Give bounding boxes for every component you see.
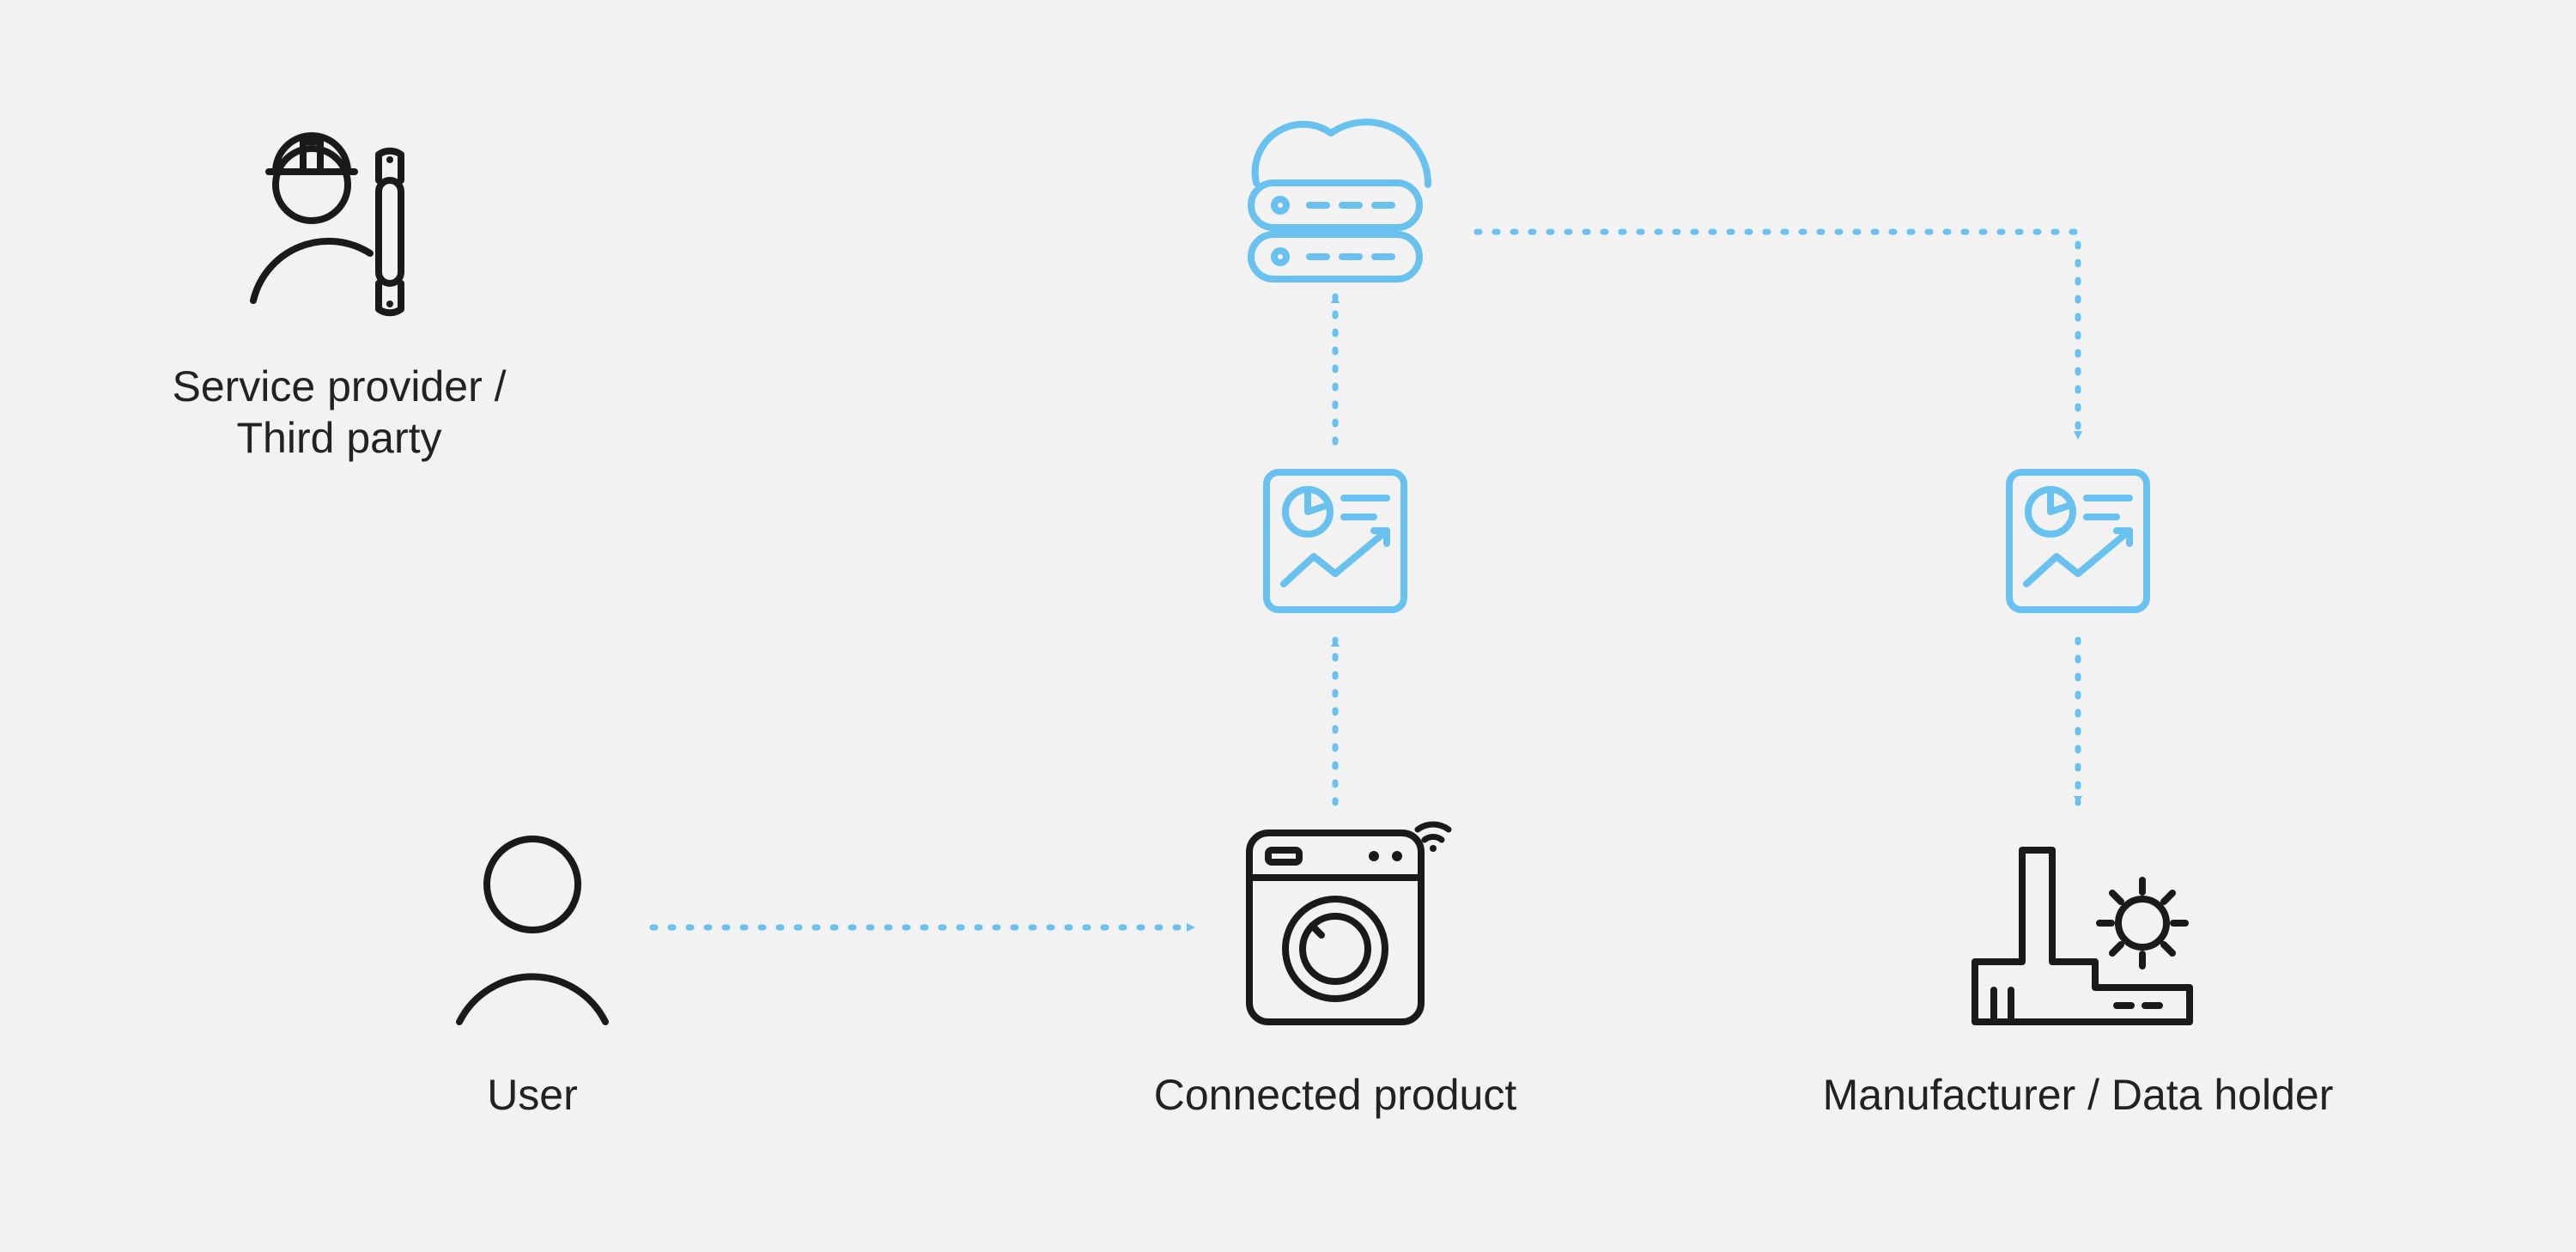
diagram-canvas: Service provider / Third party User Conn… bbox=[0, 0, 2576, 1252]
manufacturer-label: Manufacturer / Data holder bbox=[1777, 1069, 2379, 1121]
service-provider-label: Service provider / Third party bbox=[125, 361, 554, 464]
user-icon bbox=[438, 820, 627, 1026]
connected-product-icon bbox=[1215, 799, 1455, 1039]
cloud-server-icon bbox=[1206, 82, 1464, 305]
manufacturer-icon bbox=[1941, 811, 2215, 1035]
service-provider-icon bbox=[228, 103, 451, 326]
dashboard-middle-icon bbox=[1249, 455, 1421, 627]
edge bbox=[1477, 232, 2078, 438]
connected-product-label: Connected product bbox=[1078, 1069, 1593, 1121]
dashboard-right-icon bbox=[1992, 455, 2164, 627]
user-label: User bbox=[361, 1069, 704, 1121]
